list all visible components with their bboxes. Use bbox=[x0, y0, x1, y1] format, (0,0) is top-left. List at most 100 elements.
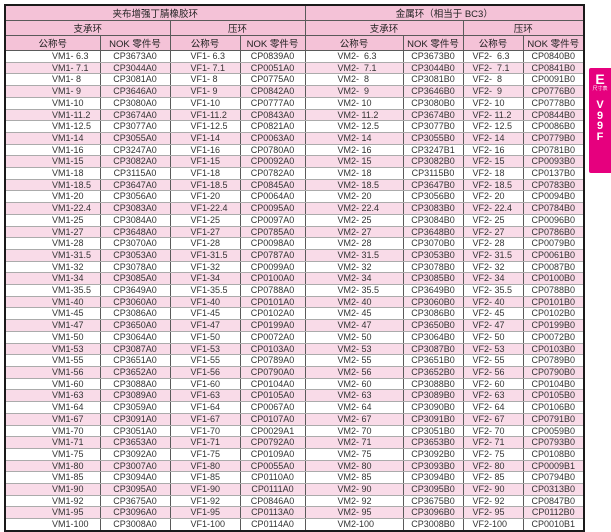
table-row: VM1-100 CP3008A0 VF1-100 CP0114A0 VM2-100 CP3… bbox=[4, 518, 585, 532]
part-number-cell: CP0788B0 bbox=[522, 284, 585, 297]
nominal-size-cell: VM2- 8 bbox=[304, 73, 404, 87]
part-number-cell: CP0782A0 bbox=[239, 167, 306, 180]
nominal-size-cell: VM1-60 bbox=[4, 377, 101, 391]
table-row: VM1-56 CP3652A0 VF1-56 CP0790A0 VM2- 56 CP365… bbox=[4, 365, 585, 379]
part-number-cell: CP0112B0 bbox=[522, 506, 585, 520]
part-number-cell: CP0787A0 bbox=[239, 248, 306, 262]
nominal-size-cell: VM2- 34 bbox=[304, 272, 404, 286]
part-number-cell: CP3647A0 bbox=[99, 178, 171, 192]
nominal-size-cell: VM1-18 bbox=[4, 167, 101, 180]
part-number-cell: CP3096B0 bbox=[402, 506, 464, 520]
nominal-size-cell: VF2- 35.5 bbox=[462, 284, 524, 297]
nominal-size-cell: VM1-15 bbox=[4, 155, 101, 169]
table-row: VM1-28 CP3070A0 VF1-28 CP0098A0 VM2- 28 CP307… bbox=[4, 237, 585, 250]
nominal-size-cell: VF2- 75 bbox=[462, 447, 524, 461]
part-number-cell: CP0841B0 bbox=[522, 61, 585, 75]
part-number-cell: CP3051A0 bbox=[99, 424, 171, 438]
table-row: VM1-16 CP3247A0 VF1-16 CP0780A0 VM2- 16 CP324… bbox=[4, 143, 585, 157]
part-number-cell: CP3093B0 bbox=[402, 459, 464, 473]
nominal-size-cell: VM1-45 bbox=[4, 307, 101, 321]
part-number-cell: CP0842A0 bbox=[239, 85, 306, 98]
nominal-size-cell: VM2- 56 bbox=[304, 365, 404, 379]
section-index-tab: E 尺寸表 V99F bbox=[589, 68, 611, 173]
section-letter: E bbox=[595, 71, 605, 87]
nominal-size-cell: VM1-31.5 bbox=[4, 248, 101, 262]
part-number-cell: CP0061B0 bbox=[522, 248, 585, 262]
table-row: VM1-12.5 CP3077A0 VF1-12.5 CP0821A0 VM2- 12.… bbox=[4, 120, 585, 133]
part-number-cell: CP3675B0 bbox=[402, 494, 464, 508]
table-row: VM1-85 CP3094A0 VF1-85 CP0110A0 VM2- 85 CP309… bbox=[4, 471, 585, 485]
part-number-cell: CP0790A0 bbox=[239, 365, 306, 379]
nominal-size-cell: VF1-50 bbox=[169, 330, 241, 344]
part-number-cell: CP0100A0 bbox=[239, 272, 306, 286]
nominal-size-cell: VM1-20 bbox=[4, 190, 101, 204]
table-row: VM1- 9 CP3646A0 VF1- 9 CP0842A0 VM2- 9 CP3646… bbox=[4, 85, 585, 98]
group-header-rubber-ring: 夹布增强丁腈橡胶环 bbox=[4, 4, 306, 21]
part-number-cell: CP3070B0 bbox=[402, 237, 464, 250]
nominal-size-cell: VM2- 7.1 bbox=[304, 61, 404, 75]
nominal-size-cell: VF1-55 bbox=[169, 354, 241, 367]
nominal-size-cell: VF2- 34 bbox=[462, 272, 524, 286]
nominal-size-cell: VF2- 95 bbox=[462, 506, 524, 520]
nominal-size-cell: VF2- 7.1 bbox=[462, 61, 524, 75]
part-number-cell: CP3064B0 bbox=[402, 330, 464, 344]
part-number-cell: CP3008A0 bbox=[99, 518, 171, 532]
part-number-cell: CP0009B1 bbox=[522, 459, 585, 473]
table-row: VM1-15 CP3082A0 VF1-15 CP0092A0 VM2- 15 CP308… bbox=[4, 155, 585, 169]
column-header-nominal: 公称号 bbox=[462, 35, 524, 51]
subheader-pressure-ring: 压环 bbox=[169, 20, 306, 36]
nominal-size-cell: VF2- 90 bbox=[462, 483, 524, 496]
nominal-size-cell: VM2- 11.2 bbox=[304, 108, 404, 122]
column-header-nominal: 公称号 bbox=[304, 35, 404, 51]
nominal-size-cell: VF2- 14 bbox=[462, 131, 524, 145]
nominal-size-cell: VF2- 67 bbox=[462, 412, 524, 426]
part-number-cell: CP0087B0 bbox=[522, 260, 585, 274]
nominal-size-cell: VF2- 11.2 bbox=[462, 108, 524, 122]
nominal-size-cell: VM2- 22.4 bbox=[304, 202, 404, 215]
nominal-size-cell: VM1-100 bbox=[4, 518, 101, 532]
part-number-cell: CP0103A0 bbox=[239, 342, 306, 356]
table-row: VM1-55 CP3651A0 VF1-55 CP0789A0 VM2- 55 CP365… bbox=[4, 354, 585, 367]
table-row: VM1-75 CP3092A0 VF1-75 CP0109A0 VM2- 75 CP309… bbox=[4, 447, 585, 461]
column-header-nok-part: NOK 零件号 bbox=[522, 35, 585, 51]
column-header-nok-part: NOK 零件号 bbox=[239, 35, 306, 51]
nominal-size-cell: VM2- 70 bbox=[304, 424, 404, 438]
nominal-size-cell: VM1-35.5 bbox=[4, 284, 101, 297]
nominal-size-cell: VM1-18.5 bbox=[4, 178, 101, 192]
nominal-size-cell: VM2- 55 bbox=[304, 354, 404, 367]
nominal-size-cell: VM2- 28 bbox=[304, 237, 404, 250]
nominal-size-cell: VM2- 12.5 bbox=[304, 120, 404, 133]
part-number-cell: CP0843A0 bbox=[239, 108, 306, 122]
nominal-size-cell: VF1-28 bbox=[169, 237, 241, 250]
nominal-size-cell: VM2- 90 bbox=[304, 483, 404, 496]
part-number-cell: CP3044A0 bbox=[99, 61, 171, 75]
part-number-cell: CP0103B0 bbox=[522, 342, 585, 356]
table-row: VM1-60 CP3088A0 VF1-60 CP0104A0 VM2- 60 CP308… bbox=[4, 377, 585, 391]
nominal-size-cell: VM1- 7.1 bbox=[4, 61, 101, 75]
nominal-size-cell: VF2- 20 bbox=[462, 190, 524, 204]
nominal-size-cell: VM2- 75 bbox=[304, 447, 404, 461]
nominal-size-cell: VF1- 8 bbox=[169, 73, 241, 87]
part-number-cell: CP0847B0 bbox=[522, 494, 585, 508]
nominal-size-cell: VM2- 10 bbox=[304, 96, 404, 110]
part-number-cell: CP3084A0 bbox=[99, 213, 171, 227]
table-row: VM1-47 CP3650A0 VF1-47 CP0199A0 VM2- 47 CP365… bbox=[4, 319, 585, 332]
part-number-cell: CP0111A0 bbox=[239, 483, 306, 496]
part-number-cell: CP3081B0 bbox=[402, 73, 464, 87]
part-number-cell: CP0792A0 bbox=[239, 436, 306, 449]
part-number-cell: CP0059B0 bbox=[522, 424, 585, 438]
part-number-cell: CP3653B0 bbox=[402, 436, 464, 449]
part-number-cell: CP0102A0 bbox=[239, 307, 306, 321]
part-number-cell: CP3096A0 bbox=[99, 506, 171, 520]
nominal-size-cell: VM2- 53 bbox=[304, 342, 404, 356]
part-number-cell: CP0105A0 bbox=[239, 389, 306, 403]
part-number-cell: CP3080A0 bbox=[99, 96, 171, 110]
nominal-size-cell: VF2- 45 bbox=[462, 307, 524, 321]
part-number-cell: CP0072A0 bbox=[239, 330, 306, 344]
part-number-cell: CP0102B0 bbox=[522, 307, 585, 321]
nominal-size-cell: VM2- 45 bbox=[304, 307, 404, 321]
nominal-size-cell: VM1-63 bbox=[4, 389, 101, 403]
nominal-size-cell: VF2- 16 bbox=[462, 143, 524, 157]
nominal-size-cell: VF1-64 bbox=[169, 401, 241, 414]
part-number-cell: CP0095A0 bbox=[239, 202, 306, 215]
